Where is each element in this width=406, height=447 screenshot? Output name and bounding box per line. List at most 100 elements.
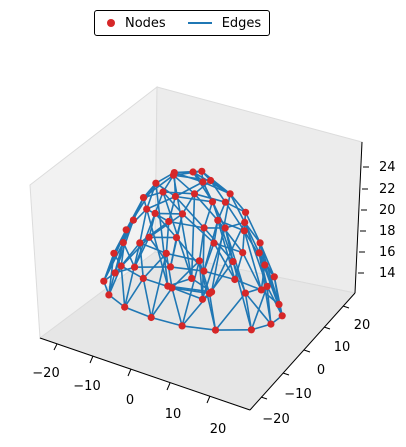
edge-line — [124, 306, 152, 319]
node-point — [200, 224, 208, 232]
y-tick-label: −10 — [284, 387, 311, 402]
node-point — [166, 263, 175, 271]
node-point — [199, 178, 207, 186]
node-point — [178, 322, 186, 330]
edge-line — [214, 292, 247, 331]
edge-line — [172, 174, 196, 195]
node-point — [188, 274, 196, 282]
edge-line — [244, 292, 253, 330]
legend-label-nodes: Nodes — [125, 15, 166, 31]
edge-line — [209, 180, 227, 203]
edge-line — [174, 195, 205, 229]
edge-line — [165, 253, 173, 289]
node-point — [278, 312, 286, 320]
node-point — [162, 249, 170, 257]
node-point — [226, 190, 234, 198]
node-point — [256, 239, 264, 247]
legend-edge-marker — [187, 22, 212, 24]
node-point — [190, 190, 199, 198]
nodes-layer — [100, 167, 286, 334]
z-tick-label: 24 — [379, 160, 396, 175]
edge-line — [145, 208, 169, 287]
edge-line — [162, 191, 195, 195]
node-point — [100, 277, 108, 285]
node-point — [255, 249, 263, 257]
edge-line — [139, 242, 145, 279]
x-tick-label: 0 — [126, 393, 134, 408]
edge-line — [133, 236, 150, 268]
edge-line — [143, 174, 174, 199]
edge-line — [142, 278, 152, 318]
y-tick — [303, 349, 311, 353]
edge-line — [213, 242, 236, 280]
edge-line — [243, 230, 266, 266]
edges-layer — [103, 170, 283, 331]
node-point — [145, 233, 153, 241]
edge-line — [243, 230, 263, 291]
edge-line — [148, 236, 172, 268]
node-point — [164, 282, 172, 290]
node-point — [111, 269, 119, 277]
edge-line — [201, 227, 205, 300]
edge-line — [182, 325, 216, 331]
legend-entry-edges: Edges — [187, 15, 262, 31]
x-tick — [127, 368, 132, 377]
node-point — [270, 273, 278, 281]
node-point — [247, 326, 255, 334]
x-tick-label: −20 — [32, 366, 59, 381]
node-point — [241, 218, 249, 226]
node-point — [121, 303, 129, 311]
edge-line — [155, 183, 169, 287]
edge-line — [168, 220, 205, 229]
edge-line — [139, 242, 167, 255]
legend-entry-nodes: Nodes — [107, 16, 166, 31]
legend-label-edges: Edges — [221, 15, 262, 31]
edge-line — [217, 220, 236, 280]
edge-line — [208, 293, 217, 331]
edge-line — [244, 221, 261, 244]
edge-line — [168, 196, 177, 222]
edge-line — [193, 193, 219, 221]
edge-line — [173, 170, 202, 176]
edge-line — [241, 230, 246, 253]
z-axis-line — [354, 141, 363, 294]
node-point — [267, 320, 275, 328]
edge-line — [133, 213, 156, 268]
edge-line — [154, 191, 164, 214]
y-tick-label: 20 — [354, 318, 371, 333]
x-tick — [166, 382, 171, 391]
y-ticks: −20 −10 0 10 20 — [260, 305, 371, 427]
node-point — [195, 257, 203, 265]
y-tick-label: 10 — [334, 340, 351, 355]
node-point — [207, 176, 215, 185]
node-point — [178, 210, 187, 218]
x-tick — [53, 343, 58, 351]
edge-line — [217, 219, 244, 254]
node-point — [240, 227, 248, 235]
y-axis-line — [249, 292, 356, 411]
edge-line — [170, 266, 204, 272]
node-point — [239, 249, 247, 257]
node-point — [229, 258, 237, 266]
node-point — [143, 205, 151, 213]
node-point — [117, 262, 125, 270]
z-ticks: 14 16 18 20 22 24 — [358, 160, 396, 281]
z-tick-label: 22 — [379, 182, 396, 197]
node-point — [147, 313, 155, 322]
edge-line — [150, 253, 168, 318]
node-point — [211, 326, 220, 334]
node-point — [122, 226, 130, 234]
node-point — [261, 261, 269, 269]
edge-line — [229, 193, 247, 213]
node-point — [221, 224, 229, 232]
edge-line — [172, 175, 193, 279]
node-point — [208, 288, 216, 296]
node-point — [263, 282, 271, 290]
x-tick — [206, 395, 211, 404]
node-point — [152, 179, 160, 187]
edge-line — [198, 260, 204, 300]
legend-node-marker — [107, 19, 115, 27]
x-axis-line — [39, 337, 251, 411]
edge-line — [124, 277, 144, 308]
z-tick-label: 18 — [379, 224, 396, 239]
